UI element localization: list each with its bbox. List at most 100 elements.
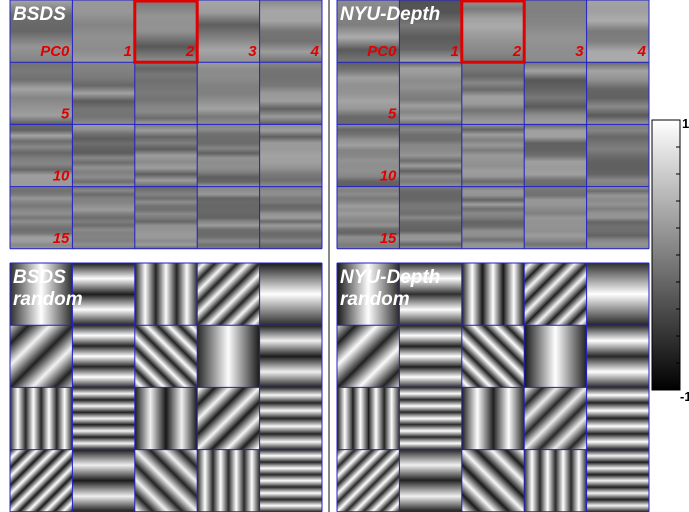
patch [197,124,260,187]
patch-label: PC0 [367,43,397,60]
patch [337,263,400,326]
patch [461,387,525,450]
patch [337,0,400,63]
patch [134,0,198,63]
patch [337,62,400,125]
patch [461,449,525,512]
patch-label: 5 [61,105,70,122]
patch [586,186,649,249]
patch [524,387,587,450]
patch [10,449,73,512]
panel-title: BSDS [13,267,66,288]
patch-label: 4 [637,43,647,60]
patch [259,0,322,63]
patch [72,0,135,63]
patch [72,263,135,326]
patch [72,325,135,388]
patch [197,387,260,450]
patch [337,449,400,512]
patch [197,263,260,326]
patch [10,0,73,63]
patch [259,263,322,326]
patch [524,449,587,512]
patch-label: 15 [380,230,397,247]
patch-label: 2 [185,43,195,60]
patch [461,124,525,187]
patch [399,186,462,249]
patch-label: 10 [380,168,397,185]
patch-label: 1 [123,43,131,60]
patch [259,449,322,512]
patch-label: PC0 [40,43,70,60]
patch [259,387,322,450]
patch [259,62,322,125]
colorbar-ticks [676,146,680,364]
patch [197,62,260,125]
patch [399,325,462,388]
patch [72,186,135,249]
patch-label: 5 [388,105,397,122]
highlight [133,0,199,64]
panel-title: NYU-Depth [340,267,440,288]
patch-label: 15 [53,230,70,247]
patch-label: 1 [450,43,458,60]
patch [197,449,260,512]
patch [259,124,322,187]
patch-label: 10 [53,168,70,185]
panel-title: BSDS [13,4,66,25]
patch-label: 2 [512,43,522,60]
patch [586,124,649,187]
patch [134,124,198,187]
patch [461,62,525,125]
patch [586,387,649,450]
patch [259,325,322,388]
colorbar [651,119,681,391]
patch [72,387,135,450]
patch [586,62,649,125]
patch [10,325,73,388]
patch [72,124,135,187]
patch [197,186,260,249]
patch [134,449,198,512]
patch [399,449,462,512]
patch [524,325,587,388]
panel-subtitle: random [340,289,410,310]
patch [399,387,462,450]
patch [461,186,525,249]
patch [586,0,649,63]
patch [259,186,322,249]
patch [10,62,73,125]
highlight [460,0,526,64]
patch-label: 4 [310,43,320,60]
patch [461,263,525,326]
patch [399,124,462,187]
patch [197,0,260,63]
colorbar-max: 1 [682,116,689,131]
panel-title: NYU-Depth [340,4,440,25]
patch [72,449,135,512]
patch [586,263,649,326]
patch [134,325,198,388]
patch [399,0,462,63]
patch [461,325,525,388]
patch [72,62,135,125]
patch [524,62,587,125]
patch [134,263,198,326]
patch [524,186,587,249]
patch-label: 3 [575,43,584,60]
patch [337,186,400,249]
patch [586,325,649,388]
patch [524,263,587,326]
colorbar-min: -1 [680,389,689,404]
patch [524,0,587,63]
patch [197,325,260,388]
patch [337,124,400,187]
patch [399,62,462,125]
patch [10,387,73,450]
patch [524,124,587,187]
patch [10,186,73,249]
patch [134,62,198,125]
patch [134,186,198,249]
